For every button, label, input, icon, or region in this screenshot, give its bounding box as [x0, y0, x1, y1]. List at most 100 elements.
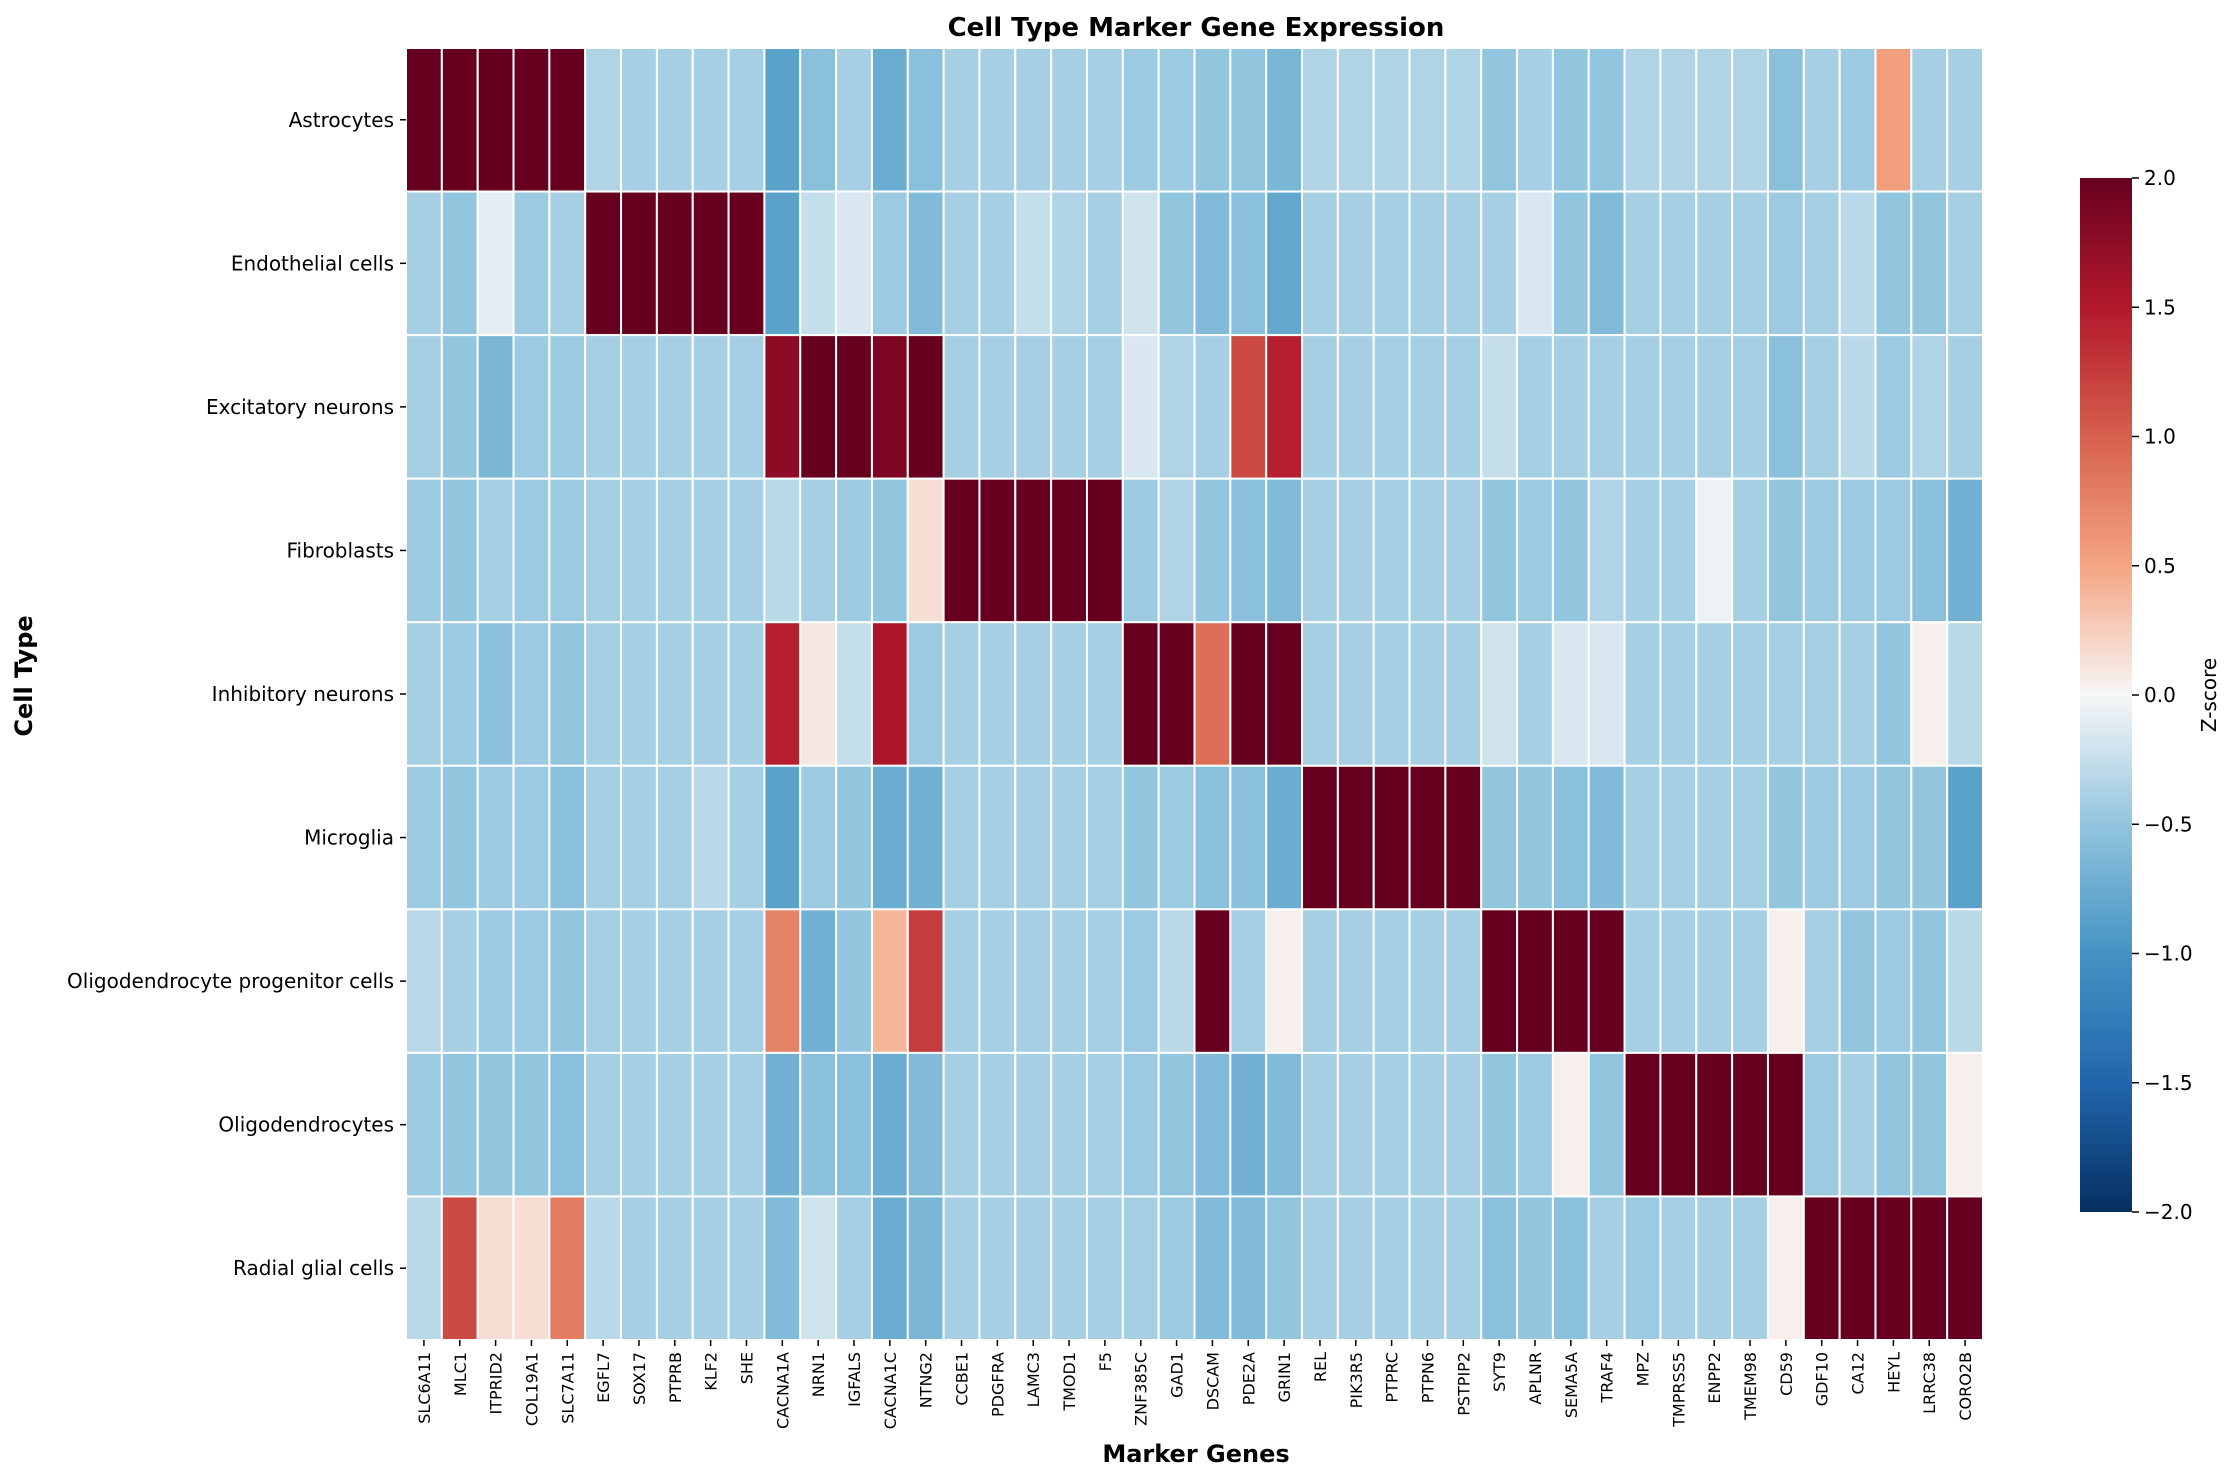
- colorbar-tick-label: 1.0: [2144, 425, 2176, 449]
- heatmap-cell: [1408, 621, 1447, 767]
- colorbar-tick-label: −1.5: [2144, 1071, 2193, 1095]
- heatmap-cell: [763, 1051, 802, 1198]
- heatmap-cell: [1766, 477, 1805, 624]
- heatmap-cell: [1946, 190, 1984, 337]
- column-tick-label: EGFL7: [594, 1352, 613, 1403]
- heatmap-cell: [440, 621, 479, 767]
- heatmap-cell: [906, 477, 945, 624]
- heatmap-cell: [691, 334, 730, 480]
- heatmap-cell: [1623, 47, 1662, 193]
- heatmap-cell: [1085, 47, 1124, 193]
- heatmap-cell: [799, 621, 838, 767]
- heatmap-cell: [1551, 621, 1590, 767]
- heatmap-cell: [1874, 621, 1913, 767]
- colorbar-tick-label: 0.0: [2144, 683, 2176, 707]
- heatmap-cell: [1121, 1195, 1160, 1342]
- column-tick-label: APLNR: [1526, 1352, 1545, 1405]
- heatmap-cell: [1014, 1051, 1053, 1198]
- heatmap-cell: [1301, 621, 1339, 767]
- heatmap-cell: [1050, 908, 1088, 1054]
- heatmap-cell: [440, 334, 479, 480]
- heatmap-cell: [584, 190, 623, 337]
- heatmap-cell: [1551, 1051, 1590, 1198]
- heatmap-cell: [655, 334, 694, 480]
- heatmap-cell: [1336, 477, 1375, 624]
- heatmap-cell: [1695, 47, 1734, 193]
- heatmap-cell: [978, 764, 1017, 911]
- heatmap-cell: [978, 334, 1017, 480]
- heatmap-cell: [548, 621, 587, 767]
- heatmap-cell: [1946, 47, 1984, 193]
- heatmap-cell: [870, 190, 909, 337]
- heatmap-cell: [476, 1051, 515, 1198]
- heatmap-cell: [1229, 47, 1268, 193]
- heatmap-cell: [1408, 764, 1447, 911]
- heatmap-cell: [1910, 47, 1949, 193]
- heatmap-cell: [763, 477, 802, 624]
- heatmap-cell: [1695, 334, 1734, 480]
- heatmap-cell: [727, 764, 766, 911]
- heatmap-cell: [620, 47, 658, 193]
- heatmap-cell: [1372, 1051, 1411, 1198]
- heatmap-cell: [1408, 190, 1447, 337]
- heatmap-cell: [1085, 334, 1124, 480]
- chart-title: Cell Type Marker Gene Expression: [948, 13, 1445, 43]
- heatmap-cell: [1408, 334, 1447, 480]
- heatmap-cell: [1336, 764, 1375, 911]
- heatmap-cell: [1659, 47, 1698, 193]
- heatmap-cell: [835, 908, 873, 1054]
- heatmap-cell: [476, 764, 515, 911]
- heatmap-cell: [1121, 1051, 1160, 1198]
- heatmap-cell: [440, 190, 479, 337]
- heatmap-cell: [1121, 334, 1160, 480]
- heatmap-cell: [1265, 190, 1304, 337]
- heatmap-cell: [870, 477, 909, 624]
- heatmap-cell: [1193, 190, 1232, 337]
- heatmap-cell: [1731, 908, 1769, 1054]
- heatmap-cell: [1874, 47, 1913, 193]
- heatmap-cell: [1946, 764, 1984, 911]
- heatmap-cell: [906, 1051, 945, 1198]
- heatmap-cell: [548, 190, 587, 337]
- heatmap-cell: [1157, 621, 1196, 767]
- heatmap-cell: [1121, 764, 1160, 911]
- heatmap-cell: [1659, 477, 1698, 624]
- heatmap-cell: [440, 477, 479, 624]
- heatmap-cell: [1157, 1195, 1196, 1342]
- heatmap-cell: [1229, 1195, 1268, 1342]
- heatmap-cell: [1587, 1051, 1626, 1198]
- heatmap-cell: [476, 908, 515, 1054]
- heatmap-cell: [512, 621, 551, 767]
- heatmap-cell: [1408, 477, 1447, 624]
- heatmap-cell: [1301, 908, 1339, 1054]
- heatmap-cell: [1695, 1051, 1734, 1198]
- heatmap-cell: [1802, 764, 1841, 911]
- heatmap-cell: [1551, 477, 1590, 624]
- heatmap-cell: [691, 908, 730, 1054]
- heatmap-cell: [1874, 334, 1913, 480]
- heatmap-cell: [512, 1195, 551, 1342]
- column-tick-label: SEMA5A: [1562, 1352, 1581, 1418]
- heatmap-cell: [763, 621, 802, 767]
- heatmap-cell: [1050, 1051, 1088, 1198]
- heatmap-cell: [763, 764, 802, 911]
- heatmap-cell: [1157, 764, 1196, 911]
- heatmap-cell: [1946, 1051, 1984, 1198]
- heatmap-cell: [942, 1051, 981, 1198]
- heatmap-cell: [727, 621, 766, 767]
- heatmap-cell: [476, 621, 515, 767]
- heatmap-cell: [1838, 477, 1877, 624]
- colorbar-tick-label: 0.5: [2144, 554, 2176, 578]
- row-tick-label: Radial glial cells: [233, 1256, 394, 1280]
- heatmap-cell: [1731, 190, 1769, 337]
- heatmap-cell: [655, 47, 694, 193]
- heatmap-cell: [1301, 190, 1339, 337]
- heatmap-cell: [1838, 621, 1877, 767]
- heatmap-cell: [1372, 1195, 1411, 1342]
- heatmap-cell: [512, 334, 551, 480]
- heatmap-cell: [870, 764, 909, 911]
- heatmap-cell: [655, 1195, 694, 1342]
- heatmap-cell: [1874, 908, 1913, 1054]
- row-tick-label: Microglia: [304, 826, 394, 850]
- column-tick-label: SHE: [737, 1352, 756, 1384]
